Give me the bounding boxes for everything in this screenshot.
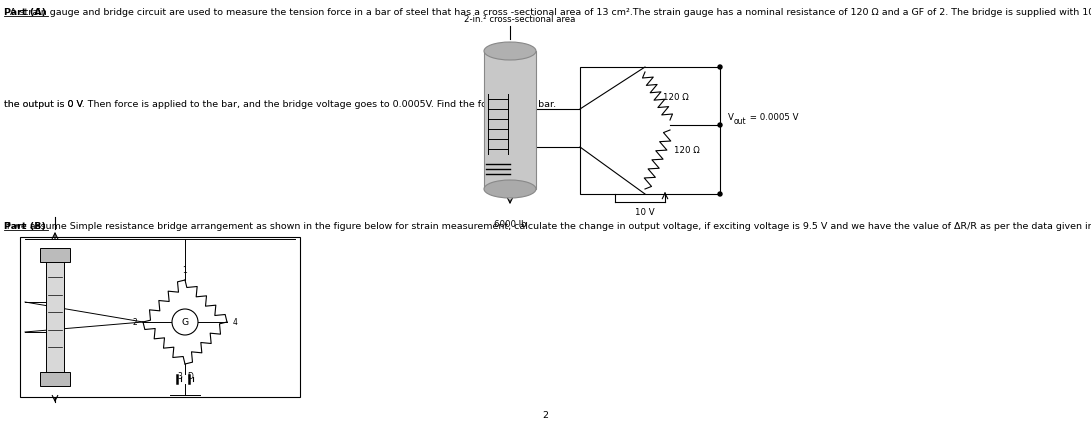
Circle shape	[718, 124, 722, 128]
Text: the output is: the output is	[4, 100, 68, 109]
Text: If we assume Simple resistance bridge arrangement as shown in the figure below f: If we assume Simple resistance bridge ar…	[4, 222, 1091, 230]
Text: the output is 0 V: the output is 0 V	[4, 100, 83, 109]
Bar	[484, 52, 536, 190]
Text: 10 V: 10 V	[635, 207, 655, 216]
Circle shape	[172, 309, 197, 335]
Bar	[580, 68, 720, 195]
Text: G: G	[181, 318, 189, 327]
Ellipse shape	[484, 43, 536, 61]
Text: 2: 2	[542, 410, 548, 419]
Text: = 0.0005 V: = 0.0005 V	[747, 113, 799, 122]
Text: 3: 3	[178, 371, 182, 380]
Text: out: out	[734, 116, 746, 125]
Text: 1: 1	[182, 265, 188, 274]
Ellipse shape	[484, 181, 536, 199]
Text: A strain gauge and bridge circuit are used to measure the tension force in a bar: A strain gauge and bridge circuit are us…	[4, 8, 1091, 17]
Text: 2-in.² cross-sectional area: 2-in.² cross-sectional area	[465, 15, 576, 24]
Text: Part (B): Part (B)	[4, 222, 46, 230]
Text: 120 Ω: 120 Ω	[674, 146, 699, 155]
Text: 120 Ω: 120 Ω	[663, 93, 688, 102]
Text: 2: 2	[133, 318, 137, 327]
Bar	[46, 262, 64, 372]
Text: the output is 0 V. Then force is applied to the bar, and the bridge voltage goes: the output is 0 V. Then force is applied…	[4, 100, 556, 109]
Text: 4: 4	[232, 318, 238, 327]
Text: V: V	[728, 113, 734, 122]
Bar	[40, 372, 70, 386]
Text: Part (A): Part (A)	[4, 8, 46, 17]
Text: 6000 lb: 6000 lb	[494, 219, 526, 228]
Text: D: D	[187, 371, 193, 380]
Circle shape	[718, 193, 722, 196]
Bar	[40, 248, 70, 262]
Circle shape	[718, 66, 722, 70]
Bar	[20, 237, 300, 397]
